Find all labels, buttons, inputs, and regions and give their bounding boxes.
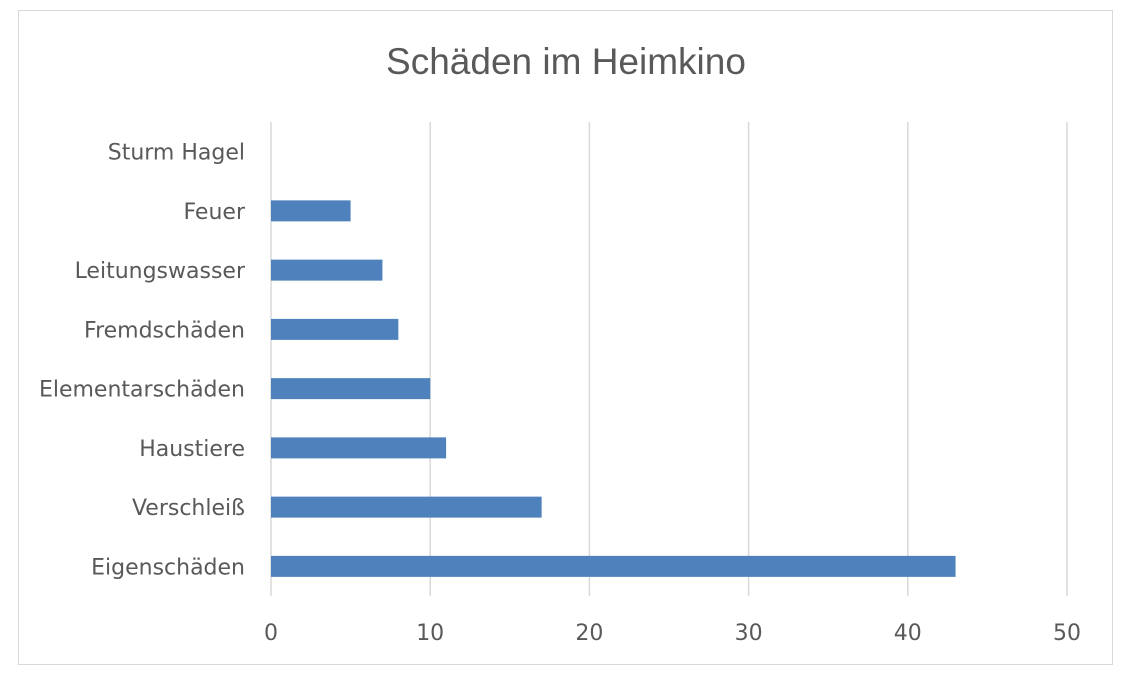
x-tick-label: 20 xyxy=(575,621,603,646)
category-label: Haustiere xyxy=(139,437,245,462)
bar-elementarschäden xyxy=(271,378,431,400)
bar-verschleiß xyxy=(271,496,542,518)
bar-eigenschäden xyxy=(271,555,956,577)
category-label: Verschleiß xyxy=(132,496,245,521)
bar-feuer xyxy=(271,200,351,222)
category-label: Feuer xyxy=(183,200,245,225)
x-tick-label: 0 xyxy=(264,621,278,646)
category-label: Fremdschäden xyxy=(84,318,245,343)
x-tick-label: 30 xyxy=(735,621,763,646)
bar-leitungswasser xyxy=(271,259,383,281)
category-label: Leitungswasser xyxy=(75,259,246,284)
chart-frame xyxy=(18,10,1113,665)
category-label: Eigenschäden xyxy=(91,555,245,580)
x-tick-label: 40 xyxy=(894,621,922,646)
bar-haustiere xyxy=(271,437,447,459)
gridlines xyxy=(270,122,1068,596)
chart-title: Schäden im Heimkino xyxy=(386,41,746,82)
x-tick-labels: 0 10 20 30 40 50 xyxy=(264,621,1081,646)
category-label: Sturm Hagel xyxy=(108,141,245,166)
bars xyxy=(271,200,956,577)
category-labels: Eigenschäden Verschleiß Haustiere Elementar… xyxy=(39,141,246,581)
category-label: Elementarschäden xyxy=(39,378,245,403)
bar-fremdschäden xyxy=(271,318,399,340)
x-tick-label: 10 xyxy=(416,621,444,646)
x-tick-label: 50 xyxy=(1053,621,1081,646)
